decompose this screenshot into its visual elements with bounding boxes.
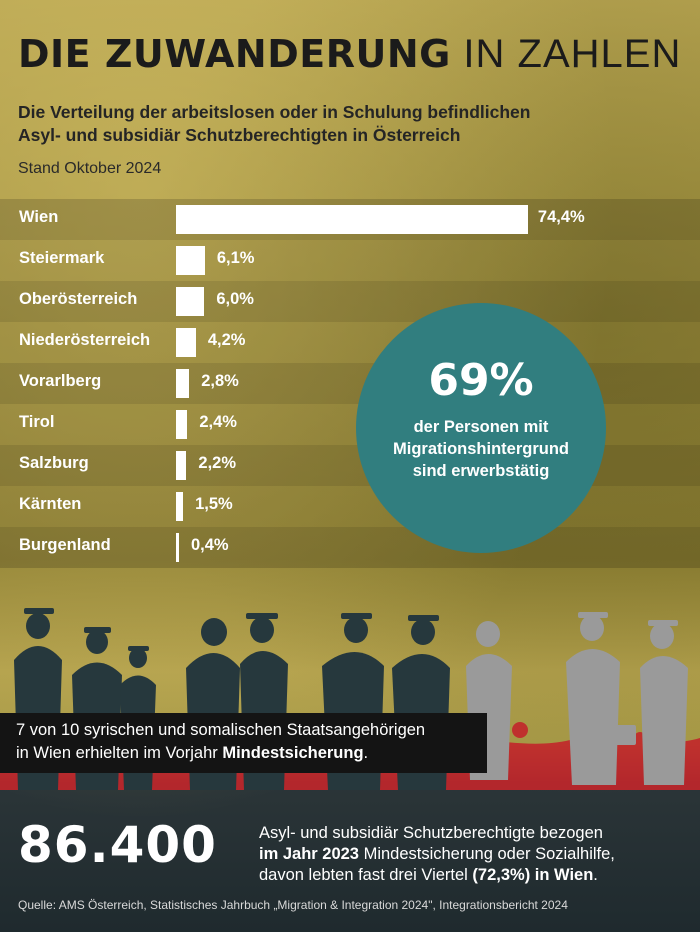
category-label: Oberösterreich <box>19 290 138 308</box>
circle-line-2: Migrationshintergrund <box>393 440 569 458</box>
subtitle-line-2: Asyl- und subsidiär Schutzberechtigten i… <box>18 125 461 145</box>
category-label: Tirol <box>19 413 55 431</box>
title-light-part: IN ZAHLEN <box>463 32 682 76</box>
value-label: 6,1% <box>216 249 255 267</box>
big-number: 86.400 <box>18 816 217 874</box>
date-stand: Stand Oktober 2024 <box>18 160 162 177</box>
source-note: Quelle: AMS Österreich, Statistisches Ja… <box>18 898 568 912</box>
bar-row: Steiermark 6,1% <box>0 240 700 281</box>
category-label: Wien <box>19 208 59 226</box>
bottom-line-2: im Jahr 2023 Mindestsicherung oder Sozia… <box>259 844 699 865</box>
bottom-line-3-pre: davon lebten fast drei Viertel <box>259 866 473 884</box>
value-label: 74,4% <box>537 208 585 226</box>
value-label: 2,4% <box>199 413 237 431</box>
circle-line-3: sind erwerbstätig <box>412 462 550 480</box>
bar-row: Wien 74,4% <box>0 199 700 240</box>
category-label: Salzburg <box>19 454 89 472</box>
page-title: DIE ZUWANDERUNG IN ZAHLEN <box>18 32 698 77</box>
category-label: Burgenland <box>19 536 111 554</box>
callout-box: 7 von 10 syrischen und somalischen Staat… <box>0 713 487 773</box>
bar <box>176 451 187 480</box>
bar <box>176 246 205 275</box>
category-label: Kärnten <box>19 495 82 513</box>
employment-circle: 69% der Personen mit Migrationshintergru… <box>356 303 606 553</box>
value-label: 2,2% <box>198 454 236 472</box>
person-silhouette <box>566 612 636 785</box>
subtitle-line-1: Die Verteilung der arbeitslosen oder in … <box>18 102 531 122</box>
bar <box>176 328 196 357</box>
circle-description: der Personen mit Migrationshintergrund s… <box>366 416 596 482</box>
crowd-silhouettes <box>0 608 700 790</box>
bottom-line-3-bold: (72,3%) in Wien <box>472 866 594 884</box>
category-label: Steiermark <box>19 249 105 267</box>
bottom-line-1: Asyl- und subsidiär Schutzberechtigte be… <box>259 824 603 842</box>
bar <box>176 410 188 439</box>
value-label: 1,5% <box>195 495 233 513</box>
person-silhouette <box>640 620 688 785</box>
value-label: 0,4% <box>191 536 229 554</box>
value-label: 2,8% <box>201 372 239 390</box>
bar <box>176 369 190 398</box>
bottom-line-3-post: . <box>593 866 598 884</box>
callout-line-2-pre: in Wien erhielten im Vorjahr <box>16 744 223 762</box>
callout-line-2: in Wien erhielten im Vorjahr Mindestsich… <box>16 742 487 765</box>
bar <box>176 492 184 521</box>
circle-line-1: der Personen mit <box>413 418 549 436</box>
callout-line-2-bold: Mindestsicherung <box>222 744 364 762</box>
bar <box>176 287 205 316</box>
grey-silhouettes <box>466 612 688 785</box>
bar-row: Oberösterreich 6,0% <box>0 281 700 322</box>
bottom-line-3: davon lebten fast drei Viertel (72,3%) i… <box>259 865 699 886</box>
bar <box>176 533 179 562</box>
title-bold-part: DIE ZUWANDERUNG <box>18 32 451 76</box>
bar-row: Burgenland 0,4% <box>0 527 700 568</box>
callout-line-2-post: . <box>363 744 369 762</box>
bar <box>176 205 528 234</box>
value-label: 4,2% <box>207 331 246 349</box>
bottom-line-2-bold: im Jahr 2023 <box>259 845 359 863</box>
bar-row: Kärnten 1,5% <box>0 486 700 527</box>
bottom-description: Asyl- und subsidiär Schutzberechtigte be… <box>259 823 699 886</box>
category-label: Vorarlberg <box>19 372 102 390</box>
circle-percentage: 69% <box>428 355 534 406</box>
value-label: 6,0% <box>216 290 254 308</box>
subtitle: Die Verteilung der arbeitslosen oder in … <box>18 101 678 147</box>
callout-line-1: 7 von 10 syrischen und somalischen Staat… <box>16 721 426 739</box>
bottom-line-2-post: Mindestsicherung oder Sozialhilfe, <box>358 845 615 863</box>
category-label: Niederösterreich <box>19 331 151 349</box>
